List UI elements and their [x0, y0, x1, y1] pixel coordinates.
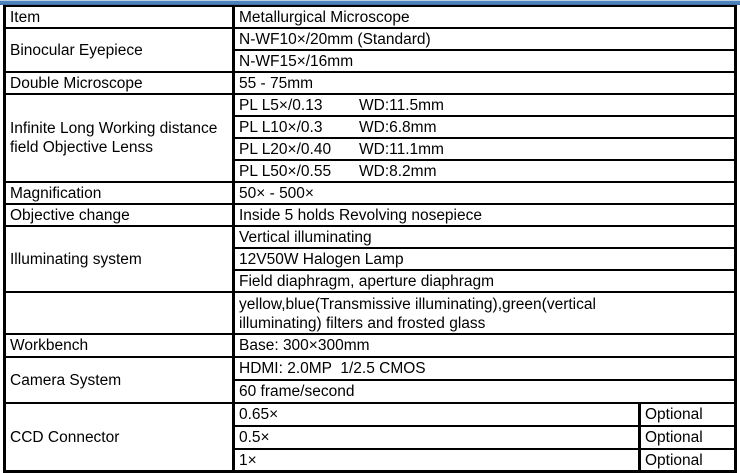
optional-cell: Optional	[638, 448, 737, 473]
working-distance: WD:6.8mm	[359, 118, 437, 136]
spec-value-cell: Vertical illuminating	[232, 225, 737, 249]
table-row: Infinite Long Working distance field Obj…	[3, 93, 737, 183]
table-row: 1× Optional	[5, 448, 737, 473]
spec-value-cell: Field diaphragm, aperture diaphragm	[232, 269, 737, 293]
top-blue-border	[0, 0, 740, 5]
spec-value-cell: 50× - 500×	[232, 181, 737, 205]
label-illuminating-system: Illuminating system	[3, 225, 235, 293]
table-row: 0.5× Optional	[5, 425, 737, 450]
spec-value-cell: 55 - 75mm	[232, 71, 737, 95]
table-row: PL L20×/0.40 WD:11.1mm	[5, 137, 737, 161]
lens-spec: PL L20×/0.40	[239, 140, 332, 158]
working-distance: WD:11.1mm	[359, 140, 444, 158]
table-row: Field diaphragm, aperture diaphragm	[5, 269, 737, 293]
table-row: N-WF15×/16mm	[5, 49, 737, 73]
label-item: Item	[3, 5, 235, 29]
spec-value-cell: Base: 300×300mm	[232, 333, 737, 358]
label-magnification: Magnification	[3, 181, 235, 205]
label-objective-lens: Infinite Long Working distance field Obj…	[3, 93, 235, 183]
spec-value-cell: Metallurgical Microscope	[232, 5, 737, 29]
label-ccd-connector: CCD Connector	[3, 402, 235, 473]
spec-value-cell: 0.65×	[232, 402, 641, 427]
table-row: yellow,blue(Transmissive illuminating),g…	[3, 291, 737, 335]
table-row: CCD Connector 0.65× Optional	[3, 402, 737, 473]
table-row: Objective change Inside 5 holds Revolvin…	[3, 203, 737, 227]
table-row: Magnification 50× - 500×	[3, 181, 737, 205]
table-row: PL L50×/0.55 WD:8.2mm	[5, 159, 737, 183]
spec-value-cell: PL L10×/0.3 WD:6.8mm	[232, 115, 737, 139]
lens-spec: PL L10×/0.3	[239, 118, 323, 136]
working-distance: WD:8.2mm	[359, 162, 437, 180]
spec-value-cell: 12V50W Halogen Lamp	[232, 247, 737, 271]
working-distance: WD:11.5mm	[359, 96, 444, 114]
spec-value-cell: N-WF10×/20mm (Standard)	[232, 27, 737, 51]
table-row: Binocular Eyepiece N-WF10×/20mm (Standar…	[3, 27, 737, 73]
label-workbench: Workbench	[3, 333, 235, 358]
optional-cell: Optional	[638, 402, 737, 427]
lens-spec: PL L5×/0.13	[239, 96, 323, 114]
filters-text: yellow,blue(Transmissive illuminating),g…	[239, 295, 601, 332]
table-row: Camera System HDMI: 2.0MP 1/2.5 CMOS	[3, 356, 737, 404]
spec-value-cell: 60 frame/second	[232, 379, 737, 404]
spec-value-cell: yellow,blue(Transmissive illuminating),g…	[232, 291, 737, 335]
optional-cell: Optional	[638, 425, 737, 450]
spec-value-cell: PL L50×/0.55 WD:8.2mm	[232, 159, 737, 183]
label-empty	[3, 291, 235, 335]
label-double-microscope: Double Microscope	[3, 71, 235, 95]
spec-value-cell: HDMI: 2.0MP 1/2.5 CMOS	[232, 356, 737, 381]
label-binocular-eyepiece: Binocular Eyepiece	[3, 27, 235, 73]
table-row: Double Microscope 55 - 75mm	[3, 71, 737, 95]
table-row: Illuminating system Vertical illuminatin…	[3, 225, 737, 293]
spec-value-cell: 1×	[232, 448, 641, 473]
spec-value-cell: PL L5×/0.13 WD:11.5mm	[232, 93, 737, 117]
table-row: PL L10×/0.3 WD:6.8mm	[5, 115, 737, 139]
spec-value-cell: N-WF15×/16mm	[232, 49, 737, 73]
spec-value-cell: 0.5×	[232, 425, 641, 450]
table-row: Workbench Base: 300×300mm	[3, 333, 737, 358]
table-row: 60 frame/second	[5, 379, 737, 404]
spec-value-cell: PL L20×/0.40 WD:11.1mm	[232, 137, 737, 161]
spec-value-cell: Inside 5 holds Revolving nosepiece	[232, 203, 737, 227]
lens-spec: PL L50×/0.55	[239, 162, 332, 180]
table-row: 12V50W Halogen Lamp	[5, 247, 737, 271]
table-row: Item Metallurgical Microscope	[3, 5, 737, 29]
label-camera-system: Camera System	[3, 356, 235, 404]
spec-table: Item Metallurgical Microscope Binocular …	[3, 5, 737, 473]
label-objective-change: Objective change	[3, 203, 235, 227]
